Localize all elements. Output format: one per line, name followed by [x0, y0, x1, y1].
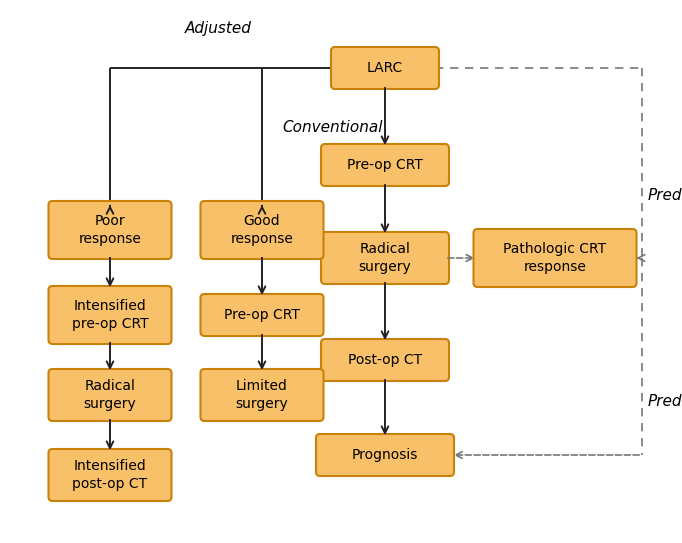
- FancyBboxPatch shape: [48, 449, 171, 501]
- FancyBboxPatch shape: [321, 144, 449, 186]
- Text: Good
response: Good response: [231, 214, 293, 245]
- FancyBboxPatch shape: [201, 369, 323, 421]
- Text: Poor
response: Poor response: [78, 214, 141, 245]
- Text: Pathologic CRT
response: Pathologic CRT response: [503, 242, 606, 274]
- FancyBboxPatch shape: [48, 286, 171, 344]
- FancyBboxPatch shape: [321, 232, 449, 284]
- FancyBboxPatch shape: [321, 339, 449, 381]
- FancyBboxPatch shape: [316, 434, 454, 476]
- FancyBboxPatch shape: [473, 229, 636, 287]
- Text: Radical
surgery: Radical surgery: [359, 242, 411, 274]
- Text: Radical
surgery: Radical surgery: [84, 380, 136, 411]
- Text: Prediction: Prediction: [648, 395, 682, 409]
- Text: Post-op CT: Post-op CT: [348, 353, 422, 367]
- Text: Intensified
post-op CT: Intensified post-op CT: [72, 459, 147, 491]
- FancyBboxPatch shape: [48, 369, 171, 421]
- Text: Pre-op CRT: Pre-op CRT: [224, 308, 300, 322]
- Text: Pre-op CRT: Pre-op CRT: [347, 158, 423, 172]
- Text: Prediction: Prediction: [648, 187, 682, 203]
- Text: Adjusted: Adjusted: [185, 21, 252, 35]
- FancyBboxPatch shape: [201, 294, 323, 336]
- FancyBboxPatch shape: [331, 47, 439, 89]
- Text: Conventional: Conventional: [282, 121, 383, 136]
- Text: LARC: LARC: [367, 61, 403, 75]
- FancyBboxPatch shape: [201, 201, 323, 259]
- Text: Prognosis: Prognosis: [352, 448, 418, 462]
- Text: Limited
surgery: Limited surgery: [235, 380, 288, 411]
- Text: Intensified
pre-op CRT: Intensified pre-op CRT: [72, 299, 148, 331]
- FancyBboxPatch shape: [48, 201, 171, 259]
